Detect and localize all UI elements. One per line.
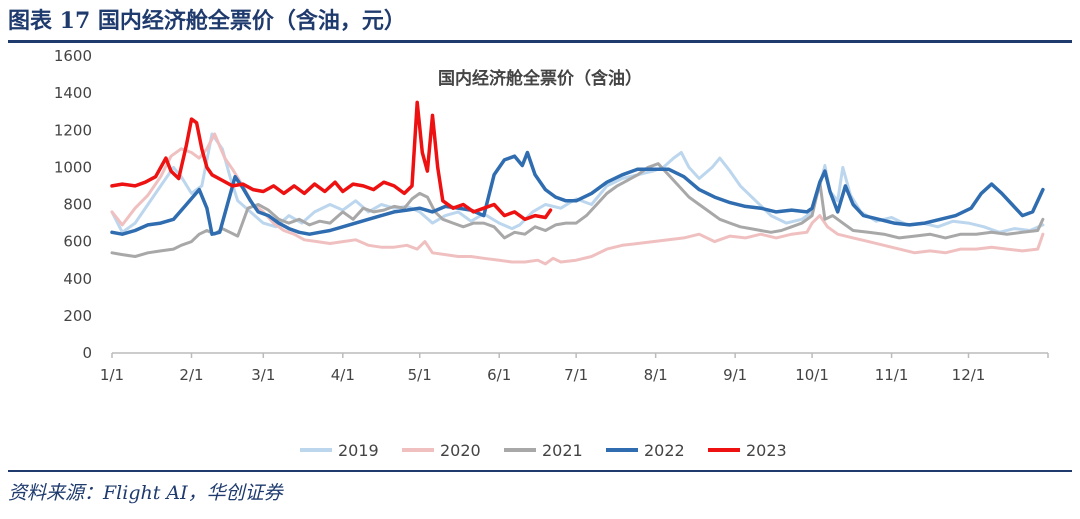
source-note: 资料来源：Flight AI，华创证券 [8,482,283,504]
source-rule [8,470,1072,472]
y-tick-label: 1200 [54,121,92,139]
y-axis-ticks: 0 200 400 600 800 1000 1200 1400 1600 [54,47,92,362]
x-tick-label: 11/1 [875,366,909,384]
x-tick-label: 2/1 [179,366,203,384]
series-line-2023 [110,100,553,222]
series-line-2019 [110,132,1045,234]
legend-label-2020: 2020 [440,441,481,460]
y-tick-label: 200 [63,307,92,325]
legend-label-2019: 2019 [338,441,379,460]
legend-label-2022: 2022 [644,441,685,460]
series-line-2021 [110,162,1045,258]
line-chart: 国内经济舱全票价（含油） 0 200 400 600 800 1000 1200 1400 16… [54,47,1049,460]
x-tick-label: 6/1 [487,366,511,384]
y-tick-label: 1000 [54,158,92,176]
x-tick-label: 7/1 [564,366,588,384]
legend: 2019 2020 2021 2022 2023 [300,441,787,460]
x-tick-label: 3/1 [251,366,275,384]
x-tick-label: 1/1 [100,366,124,384]
y-tick-label: 600 [63,233,92,251]
title-rule [8,40,1072,43]
y-tick-label: 1600 [54,47,92,65]
legend-label-2023: 2023 [746,441,787,460]
x-tick-label: 12/1 [952,366,986,384]
y-tick-label: 0 [82,344,92,362]
chart-title: 国内经济舱全票价（含油） [438,68,642,89]
y-tick-label: 400 [63,270,92,288]
x-tick-label: 10/1 [795,366,829,384]
x-tick-label: 5/1 [408,366,432,384]
legend-label-2021: 2021 [542,441,583,460]
y-tick-label: 1400 [54,84,92,102]
x-tick-label: 9/1 [723,366,747,384]
series-lines [110,100,1045,266]
x-tick-label: 8/1 [644,366,668,384]
x-tick-label: 4/1 [331,366,355,384]
x-axis-ticks: 1/1 2/1 3/1 4/1 5/1 6/1 7/1 8/1 9/1 10/1 11/1 12/1 [100,353,1049,384]
figure-title: 图表 17 国内经济舱全票价（含油，元） [8,8,406,34]
series-line-2022 [110,150,1045,236]
y-tick-label: 800 [63,196,92,214]
